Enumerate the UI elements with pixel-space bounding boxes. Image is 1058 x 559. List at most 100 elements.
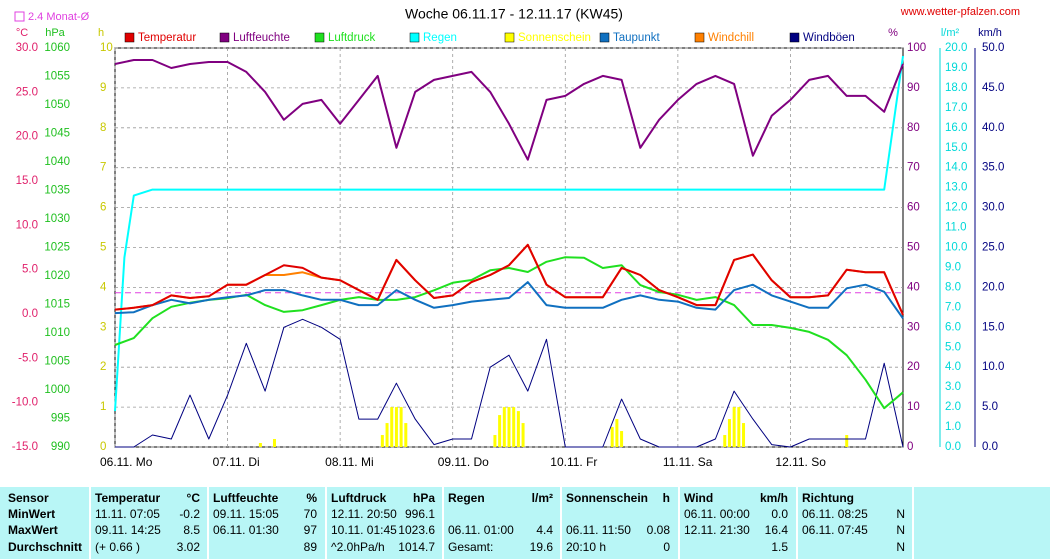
- sun-bar: [404, 423, 408, 447]
- y-tick-label: 2: [100, 361, 106, 373]
- table-header: h: [663, 491, 670, 505]
- sun-bar: [512, 407, 516, 447]
- table-cell: 89: [304, 540, 318, 554]
- plot-area: [114, 47, 904, 448]
- y-tick-label: 80: [907, 122, 920, 134]
- y-tick-label: 45.0: [982, 82, 1004, 94]
- sun-bar: [737, 407, 741, 447]
- series-line: [114, 59, 904, 161]
- y-tick-label: 5.0: [22, 264, 38, 276]
- table-cell: Durchschnitt: [8, 540, 82, 554]
- legend-swatch: [409, 32, 420, 43]
- sun-bar: [272, 439, 276, 447]
- y-tick-label: 20.0: [982, 281, 1004, 293]
- legend-swatch: [504, 32, 515, 43]
- y-tick-label: 19.0: [945, 62, 967, 74]
- series-line: [115, 318, 904, 448]
- y-tick-label: 20.0: [16, 131, 38, 143]
- y-tick-label: 40: [907, 281, 920, 293]
- y-tick-label: 6: [100, 202, 106, 214]
- y-tick-label: 1025: [44, 242, 70, 254]
- y-tick-label: 9.0: [945, 261, 961, 273]
- y-tick-label: 1035: [44, 185, 70, 197]
- x-tick-label: 12.11. So: [775, 455, 826, 469]
- y-tick-label: 7: [100, 162, 106, 174]
- y-tick-label: 25.0: [982, 242, 1004, 254]
- axis-unit: km/h: [978, 27, 1002, 39]
- table-cell: 1.5: [771, 540, 788, 554]
- y-tick-label: 25.0: [16, 86, 38, 98]
- y-tick-label: 9: [100, 82, 106, 94]
- table-cell: 10.11. 01:45: [331, 523, 397, 537]
- y-tick-label: 1040: [44, 156, 70, 168]
- table-cell: MinWert: [8, 507, 55, 521]
- y-tick-label: 1020: [44, 270, 70, 282]
- series-line: [114, 55, 904, 412]
- table-cell: N: [896, 523, 905, 537]
- sun-bar: [742, 423, 746, 447]
- sun-bar: [258, 443, 262, 447]
- table-cell: N: [896, 540, 905, 554]
- legend-label: Luftdruck: [328, 32, 376, 44]
- table-cell: 12.11. 20:50: [331, 507, 397, 521]
- table-cell: 06.11. 01:30: [213, 523, 279, 537]
- y-tick-label: 20.0: [945, 42, 967, 54]
- axis-unit: °C: [16, 27, 28, 39]
- y-tick-label: 10.0: [16, 219, 38, 231]
- table-cell: 20:10 h: [566, 540, 606, 554]
- table-header: Regen: [448, 491, 485, 505]
- table-background: [0, 487, 1050, 559]
- x-tick-label: 06.11. Mo: [100, 455, 153, 469]
- table-cell: 09.11. 14:25: [95, 523, 161, 537]
- y-tick-label: 100: [907, 42, 926, 54]
- table-header: l/m²: [532, 491, 553, 505]
- y-tick-label: 16.0: [945, 122, 967, 134]
- y-tick-label: 3: [100, 321, 106, 333]
- table-cell: N: [896, 507, 905, 521]
- axis-unit: %: [888, 27, 898, 39]
- table-header: %: [306, 491, 317, 505]
- sun-bar: [610, 427, 614, 447]
- sun-bar: [507, 407, 511, 447]
- sun-bar: [723, 435, 727, 447]
- table-cell: 12.11. 21:30: [684, 523, 750, 537]
- table-cell: 0.08: [647, 523, 671, 537]
- y-tick-label: 50.0: [982, 42, 1004, 54]
- x-tick-label: 11.11. Sa: [663, 455, 713, 469]
- y-tick-label: 10.0: [982, 361, 1004, 373]
- y-tick-label: 0.0: [945, 441, 961, 453]
- y-tick-label: 1.0: [945, 421, 961, 433]
- table-cell: 06.11. 08:25: [802, 507, 868, 521]
- y-tick-label: 3.0: [945, 381, 961, 393]
- legend-swatch: [789, 32, 800, 43]
- legend-swatch: [124, 32, 135, 43]
- sun-bar: [516, 411, 520, 447]
- x-tick-label: 10.11. Fr: [550, 455, 597, 469]
- axis-unit: hPa: [45, 27, 65, 39]
- y-tick-label: 0: [907, 441, 913, 453]
- y-tick-label: 90: [907, 82, 920, 94]
- y-tick-label: 14.0: [945, 162, 967, 174]
- sun-bar: [390, 407, 394, 447]
- table-header: Luftdruck: [331, 491, 387, 505]
- y-tick-label: 20: [907, 361, 920, 373]
- y-tick-label: 1050: [44, 99, 70, 111]
- legend-label: Windböen: [803, 32, 855, 44]
- y-tick-label: 5.0: [945, 341, 961, 353]
- y-tick-label: 6.0: [945, 321, 961, 333]
- table-header: hPa: [413, 491, 435, 505]
- sun-bar: [732, 407, 736, 447]
- series-line: [114, 281, 904, 319]
- y-tick-label: 10: [907, 401, 920, 413]
- avg-icon: [14, 11, 25, 22]
- table-header: Luftfeuchte: [213, 491, 279, 505]
- y-tick-label: 18.0: [945, 82, 967, 94]
- y-tick-label: 1030: [44, 213, 70, 225]
- table-cell: 97: [304, 523, 318, 537]
- y-tick-label: 0: [100, 441, 106, 453]
- y-tick-label: 1045: [44, 128, 70, 140]
- y-tick-label: 50: [907, 242, 920, 254]
- table-cell: Gesamt:: [448, 540, 493, 554]
- legend-swatch: [694, 32, 705, 43]
- y-tick-label: 4.0: [945, 361, 961, 373]
